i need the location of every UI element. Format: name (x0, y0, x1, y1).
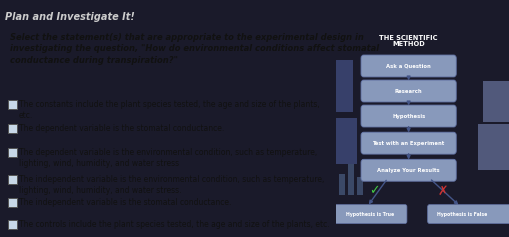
Text: Test with an Experiment: Test with an Experiment (373, 141, 445, 146)
FancyBboxPatch shape (361, 132, 456, 154)
FancyBboxPatch shape (361, 55, 456, 77)
Bar (340, 174, 346, 195)
FancyBboxPatch shape (8, 148, 17, 157)
Text: Plan and Investigate It!: Plan and Investigate It! (5, 12, 135, 22)
Text: The constants include the plant species tested, the age and size of the plants,
: The constants include the plant species … (19, 100, 320, 120)
Text: Hypothesis is True: Hypothesis is True (347, 212, 394, 217)
FancyBboxPatch shape (334, 205, 407, 223)
FancyBboxPatch shape (8, 124, 17, 133)
Bar (348, 164, 354, 195)
Text: The independent variable is the environmental condition, such as temperature,
li: The independent variable is the environm… (19, 175, 324, 196)
FancyBboxPatch shape (361, 105, 456, 127)
Text: Research: Research (395, 88, 422, 94)
Text: Select the statement(s) that are appropriate to the experimental design in
inves: Select the statement(s) that are appropr… (10, 33, 379, 64)
Bar (357, 177, 363, 195)
Text: The controls include the plant species tested, the age and size of the plants, e: The controls include the plant species t… (19, 220, 329, 229)
FancyBboxPatch shape (8, 100, 17, 109)
Text: THE SCIENTIFIC
METHOD: THE SCIENTIFIC METHOD (379, 35, 438, 47)
FancyBboxPatch shape (361, 80, 456, 102)
FancyBboxPatch shape (8, 198, 17, 207)
Text: The dependent variable is the stomatal conductance.: The dependent variable is the stomatal c… (19, 124, 224, 133)
Bar (483, 81, 509, 122)
Text: Hypothesis is False: Hypothesis is False (437, 212, 488, 217)
Text: Hypothesis: Hypothesis (392, 114, 425, 118)
FancyBboxPatch shape (361, 159, 456, 181)
Bar (478, 124, 509, 170)
FancyBboxPatch shape (8, 220, 17, 229)
Text: ✗: ✗ (438, 185, 448, 198)
Text: The independent variable is the stomatal conductance.: The independent variable is the stomatal… (19, 198, 231, 207)
Text: The dependent variable is the environmental condition, such as temperature,
ligh: The dependent variable is the environmen… (19, 148, 317, 168)
FancyBboxPatch shape (8, 175, 17, 184)
FancyBboxPatch shape (428, 205, 509, 223)
Text: ✓: ✓ (369, 185, 379, 198)
Text: Analyze Your Results: Analyze Your Results (377, 168, 440, 173)
Bar (336, 118, 357, 164)
Text: Ask a Question: Ask a Question (386, 64, 431, 68)
Bar (336, 60, 353, 112)
